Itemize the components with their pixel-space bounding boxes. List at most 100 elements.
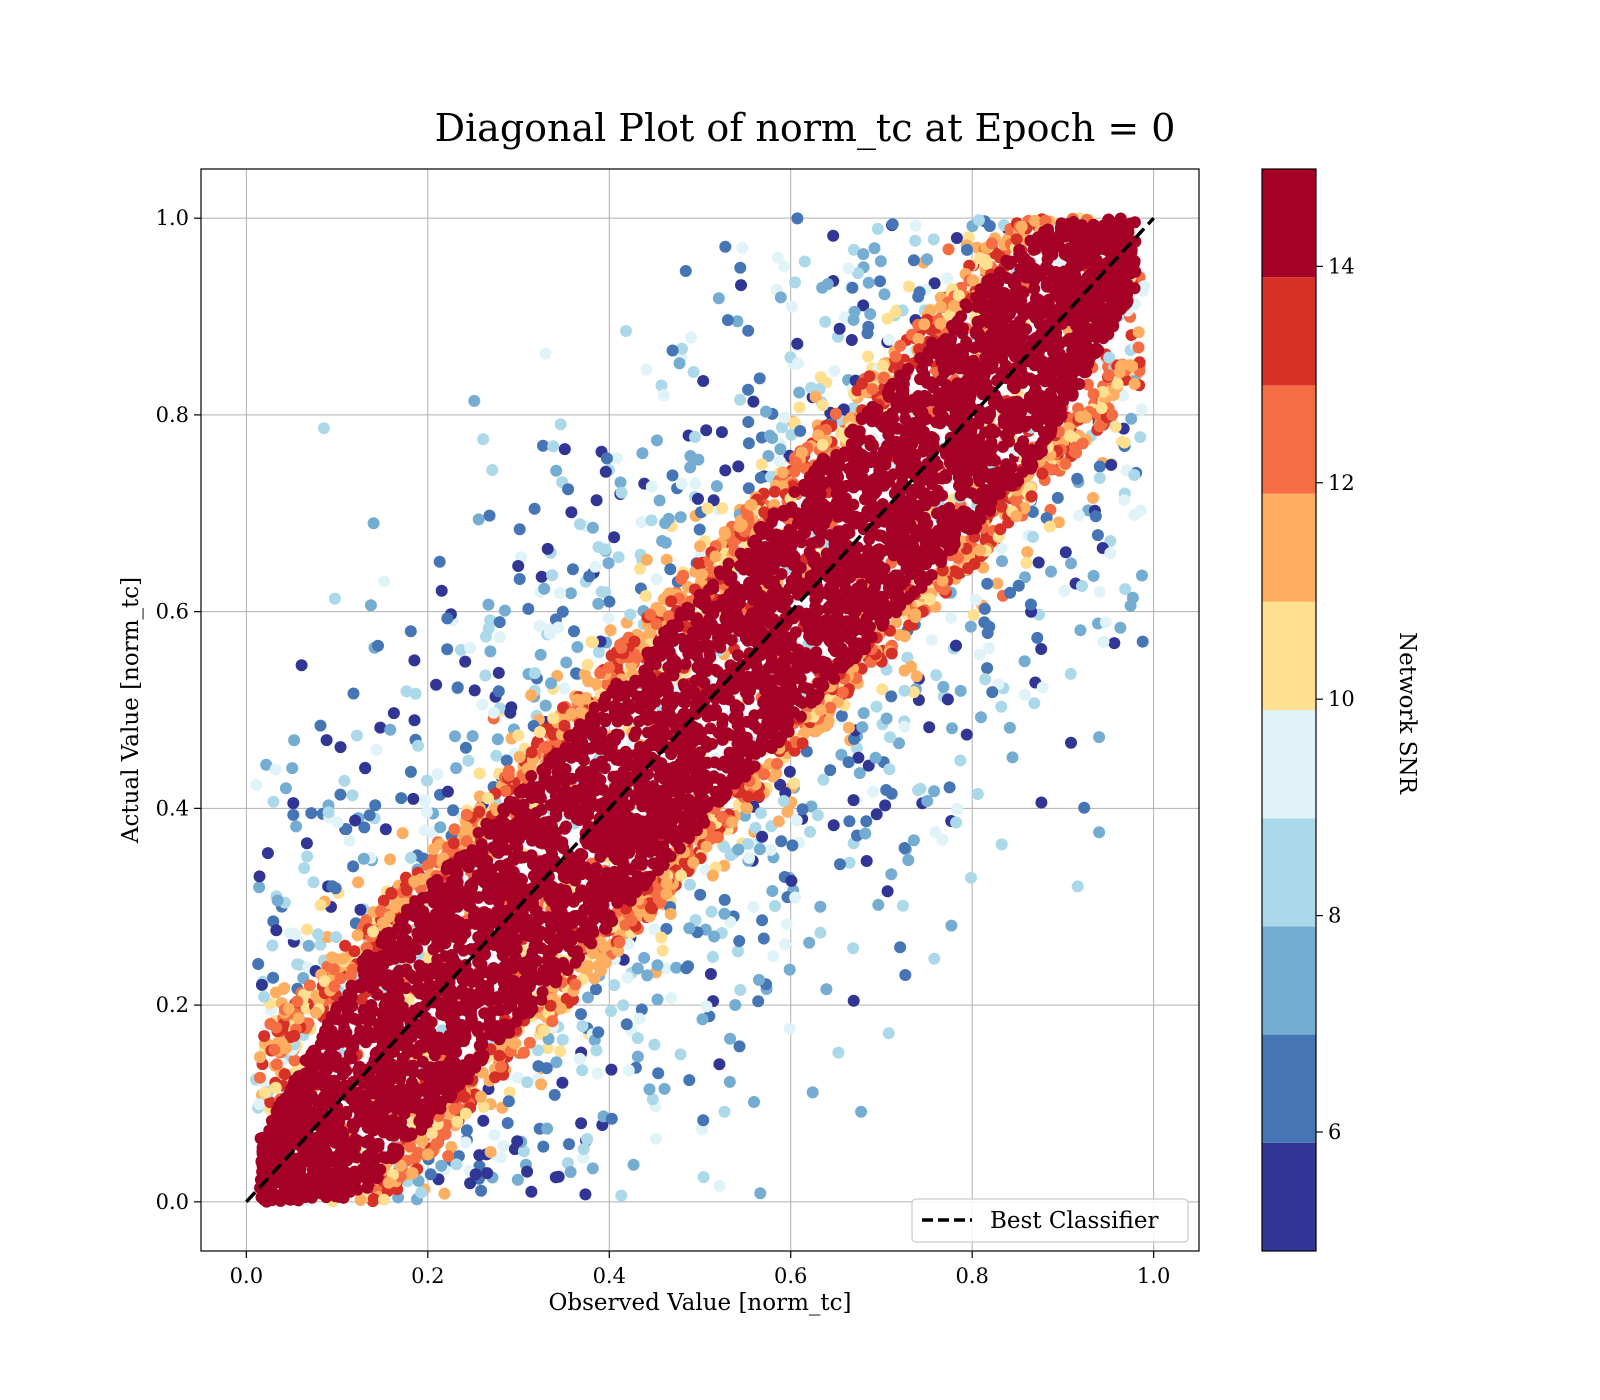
- scatter-point: [872, 898, 885, 911]
- scatter-point: [827, 819, 840, 832]
- scatter-point: [816, 281, 829, 294]
- scatter-point: [539, 347, 552, 360]
- scatter-point: [523, 1036, 536, 1049]
- scatter-point: [747, 901, 760, 914]
- scatter-point: [590, 1044, 603, 1057]
- scatter-point: [645, 480, 658, 493]
- scatter-point: [777, 795, 790, 807]
- scatter-point: [780, 918, 793, 931]
- scatter-point: [1074, 410, 1087, 423]
- scatter-point: [1071, 880, 1084, 893]
- scatter-point: [599, 465, 612, 478]
- scatter-point: [639, 590, 652, 602]
- scatter-point: [796, 803, 809, 816]
- scatter-point: [548, 1088, 561, 1101]
- scatter-point: [568, 625, 580, 638]
- scatter-point: [1024, 598, 1037, 611]
- scatter-point: [1128, 469, 1141, 481]
- scatter-point: [271, 894, 284, 907]
- scatter-point: [408, 654, 421, 667]
- scatter-point: [258, 990, 271, 1003]
- scatter-point: [791, 212, 804, 225]
- scatter-point: [824, 764, 837, 777]
- scatter-point: [1071, 472, 1084, 485]
- scatter-point: [287, 808, 300, 821]
- scatter-point: [946, 722, 958, 735]
- scatter-point: [310, 1006, 323, 1019]
- scatter-point: [1132, 326, 1145, 339]
- scatter-point: [347, 860, 360, 873]
- scatter-point: [448, 823, 461, 836]
- scatter-point: [494, 1151, 507, 1164]
- scatter-point: [406, 1167, 419, 1180]
- scatter-point: [754, 471, 767, 484]
- scatter-point: [475, 1184, 488, 1197]
- scatter-point: [934, 317, 947, 330]
- scatter-point: [1059, 546, 1072, 559]
- scatter-point: [314, 938, 327, 951]
- scatter-point: [718, 907, 731, 920]
- scatter-point: [803, 936, 816, 949]
- scatter-point: [583, 570, 596, 583]
- scatter-point: [721, 314, 734, 327]
- scatter-point: [644, 901, 657, 914]
- scatter-point: [602, 557, 615, 570]
- scatter-point: [930, 669, 943, 682]
- scatter-point: [631, 1032, 644, 1045]
- scatter-point: [253, 881, 266, 894]
- scatter-point: [312, 928, 325, 941]
- scatter-point: [472, 513, 485, 526]
- scatter-point: [754, 807, 767, 820]
- scatter-point: [1087, 569, 1100, 582]
- scatter-point: [679, 265, 692, 277]
- chart-title: Diagonal Plot of norm_tc at Epoch = 0: [435, 106, 1176, 151]
- scatter-point: [742, 482, 755, 495]
- scatter-point: [270, 924, 283, 937]
- scatter-point: [264, 1017, 277, 1030]
- scatter-point: [261, 847, 274, 860]
- scatter-point: [996, 555, 1008, 568]
- scatter-point: [416, 1134, 429, 1147]
- scatter-point: [1128, 377, 1141, 390]
- scatter-point: [847, 313, 860, 326]
- scatter-point: [462, 754, 475, 767]
- scatter-point: [482, 792, 494, 805]
- scatter-point: [1006, 751, 1019, 764]
- scatter-point: [522, 602, 535, 615]
- scatter-point: [1003, 721, 1016, 734]
- scatter-point: [1117, 389, 1130, 402]
- scatter-point: [868, 242, 881, 255]
- scatter-point: [517, 1145, 530, 1158]
- scatter-point: [675, 572, 688, 585]
- scatter-point: [724, 1032, 737, 1045]
- scatter-point: [469, 1168, 482, 1181]
- scatter-point: [537, 1140, 550, 1153]
- scatter-point: [656, 944, 669, 957]
- scatter-point: [550, 1056, 563, 1069]
- scatter-point: [692, 492, 704, 505]
- scatter-point: [696, 568, 709, 581]
- scatter-point: [736, 241, 749, 254]
- scatter-point: [564, 587, 577, 600]
- scatter-point: [871, 222, 884, 235]
- scatter-point: [513, 751, 526, 763]
- scatter-point: [734, 261, 747, 274]
- scatter-point: [1132, 341, 1145, 354]
- scatter-point: [571, 693, 584, 706]
- scatter-point: [378, 1193, 390, 1206]
- scatter-point: [455, 643, 467, 656]
- scatter-point: [666, 344, 679, 357]
- scatter-point: [541, 1042, 554, 1055]
- scatter-point: [334, 788, 347, 801]
- scatter-point: [350, 729, 363, 742]
- scatter-point: [582, 960, 595, 973]
- scatter-point: [340, 823, 353, 836]
- scatter-point: [576, 1064, 589, 1077]
- scatter-point: [595, 585, 608, 598]
- scatter-point: [967, 609, 980, 622]
- scatter-point: [925, 634, 938, 646]
- scatter-point: [706, 869, 719, 882]
- scatter-point: [537, 439, 549, 452]
- scatter-point: [566, 563, 579, 576]
- scatter-point: [354, 903, 367, 916]
